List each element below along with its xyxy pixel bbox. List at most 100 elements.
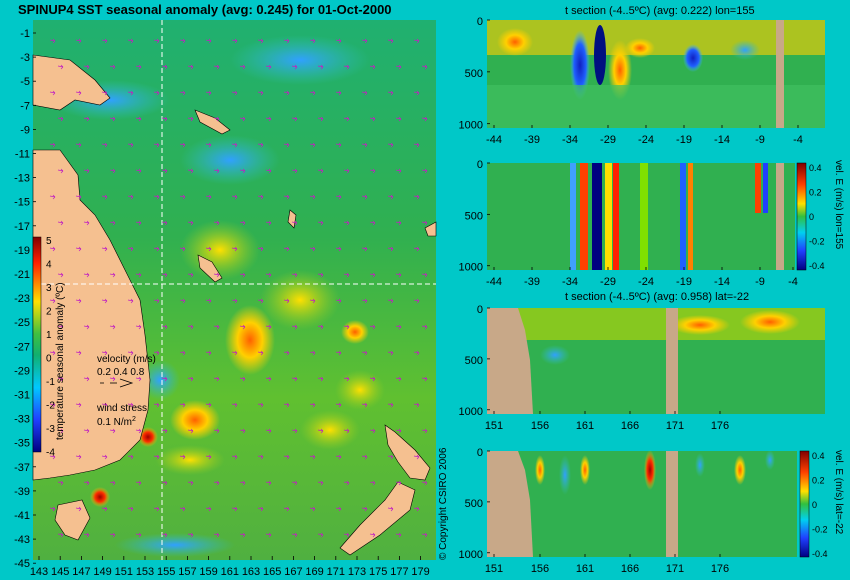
velocity-arrow <box>335 194 342 200</box>
velocity-arrow <box>283 402 290 408</box>
lon-tick-label: 155 <box>157 566 175 578</box>
section3-x-ticks: 151 156 161 166 171 176 <box>485 411 729 432</box>
velocity-arrow <box>283 350 290 356</box>
velocity-arrow <box>231 90 238 96</box>
velocity-arrow <box>369 220 376 226</box>
velocity-arrow <box>213 116 220 122</box>
x-tick-label: 156 <box>531 420 549 432</box>
velocity-arrow <box>343 64 350 70</box>
velocity-arrow <box>387 402 394 408</box>
velocity-arrow <box>309 38 316 44</box>
section-deep-layer <box>487 85 825 128</box>
velocity-arrow <box>283 298 290 304</box>
velocity-arrow <box>257 90 264 96</box>
velocity-arrow <box>317 324 324 330</box>
depth-tick-label: 1000 <box>459 120 483 132</box>
velocity-arrow <box>179 38 186 44</box>
velocity-arrow <box>49 142 56 148</box>
velocity-arrow <box>179 142 186 148</box>
velocity-arrow <box>153 194 160 200</box>
velocity-arrow <box>413 506 420 512</box>
colorbar-tick-label: -0.4 <box>812 549 828 559</box>
velocity-arrow <box>239 324 246 330</box>
land-solomon-islands <box>194 109 231 135</box>
lon-tick-label: 157 <box>178 566 196 578</box>
colorbar-tick-label: 4 <box>46 260 52 271</box>
velocity-arrow <box>265 168 272 174</box>
velocity-arrow <box>283 142 290 148</box>
map-panel: -1-3-5-7-9-11-13-15-17-19-21-23-25-27-29… <box>14 20 437 578</box>
velocity-arrow <box>335 402 342 408</box>
velocity-arrow <box>109 376 116 382</box>
velocity-arrow <box>361 402 368 408</box>
velocity-arrow <box>309 142 316 148</box>
velocity-arrow <box>421 220 428 226</box>
velocity-arrow <box>231 246 238 252</box>
velocity-arrow <box>413 142 420 148</box>
section4-colorbar <box>799 450 810 558</box>
colorbar-tick-label: 0.4 <box>812 451 825 461</box>
x-tick-label: -4 <box>788 276 798 288</box>
copyright-text: © Copyright CSIRO 2006 <box>438 447 449 560</box>
lat-tick-label: -5 <box>20 76 30 88</box>
velocity-arrow <box>309 90 316 96</box>
section-anomaly <box>594 25 606 85</box>
velocity-arrow <box>361 454 368 460</box>
velocity-arrow <box>291 532 298 538</box>
velocity-arrow <box>369 480 376 486</box>
velocity-arrow <box>343 272 350 278</box>
x-tick-label: -29 <box>600 276 616 288</box>
velocity-arrow <box>57 64 64 70</box>
velocity-arrow <box>387 194 394 200</box>
velocity-arrow <box>101 142 108 148</box>
section-anomaly <box>540 345 570 365</box>
x-tick-label: 171 <box>666 420 684 432</box>
velocity-arrow <box>317 64 324 70</box>
velocity-arrow <box>343 428 350 434</box>
velocity-arrow <box>213 64 220 70</box>
velocity-arrow <box>75 298 82 304</box>
velocity-arrow <box>257 506 264 512</box>
velocity-arrow <box>127 194 134 200</box>
velocity-arrow <box>153 402 160 408</box>
section-anomaly <box>570 163 576 270</box>
velocity-arrow <box>83 64 90 70</box>
colorbar-tick-label: 3 <box>46 283 52 294</box>
velocity-arrow <box>283 246 290 252</box>
velocity-arrow <box>109 532 116 538</box>
velocity-arrow <box>239 220 246 226</box>
section-anomaly <box>740 310 800 334</box>
velocity-arrow <box>231 350 238 356</box>
velocity-arrow <box>83 376 90 382</box>
lat-tick-label: -17 <box>14 221 30 233</box>
anomaly-region <box>115 533 235 557</box>
velocity-arrow <box>309 194 316 200</box>
velocity-arrow <box>309 298 316 304</box>
velocity-arrow <box>283 38 290 44</box>
velocity-arrow <box>153 246 160 252</box>
lat-tick-label: -1 <box>20 28 30 40</box>
section-panel-4: 0.4 0.2 0 -0.2 -0.4 vel. E (m/s) lat=-22 0 50… <box>459 447 844 575</box>
x-tick-label: -29 <box>600 134 616 146</box>
velocity-arrow <box>75 350 82 356</box>
velocity-arrow <box>309 454 316 460</box>
velocity-arrow <box>421 116 428 122</box>
velocity-arrow <box>239 428 246 434</box>
land-new-caledonia <box>197 254 223 283</box>
velocity-arrow <box>317 480 324 486</box>
velocity-arrow <box>57 428 64 434</box>
velocity-arrow <box>335 142 342 148</box>
velocity-arrow <box>205 298 212 304</box>
velocity-arrow <box>291 272 298 278</box>
velocity-arrow <box>395 324 402 330</box>
velocity-arrow <box>361 298 368 304</box>
velocity-arrow <box>361 142 368 148</box>
anomaly-region <box>180 220 260 280</box>
velocity-arrow <box>265 376 272 382</box>
x-tick-label: -19 <box>676 276 692 288</box>
velocity-arrow <box>153 506 160 512</box>
velocity-arrow <box>291 168 298 174</box>
velocity-arrow <box>161 168 168 174</box>
section1-x-ticks: -44 -39 -34 -29 -24 -19 -14 -9 -4 <box>486 125 803 146</box>
